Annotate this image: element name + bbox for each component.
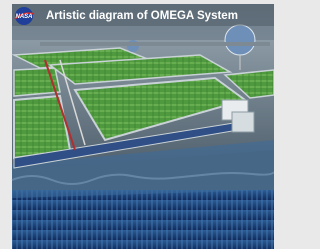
grow-panel <box>14 96 70 158</box>
slide: NASA Artistic diagram of OMEGA System <box>0 0 274 249</box>
building <box>232 112 254 132</box>
underwater <box>12 190 274 249</box>
title: Artistic diagram of OMEGA System <box>46 10 238 22</box>
shore <box>40 42 270 46</box>
logo-text: NASA <box>15 14 32 20</box>
page: {"title": "Artistic diagram of OMEGA Sys… <box>0 0 274 249</box>
illustration <box>12 4 274 249</box>
balloon-tank <box>225 25 255 55</box>
